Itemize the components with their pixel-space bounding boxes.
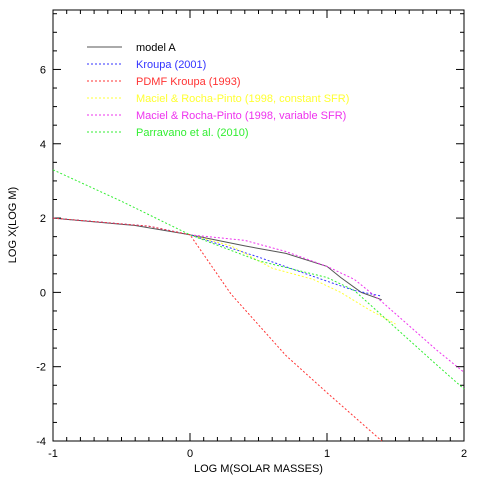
series-line-model-a xyxy=(52,217,382,301)
legend-label-parravano-et-al-2010: Parravano et al. (2010) xyxy=(136,127,249,139)
legend-label-maciel-rocha-pinto-1998-variable-sfr: Maciel & Rocha-Pinto (1998, variable SFR… xyxy=(136,110,346,122)
x-tick-label: 1 xyxy=(324,448,330,460)
x-tick-label: 0 xyxy=(187,448,193,460)
series-line-pdmf-kroupa-1993 xyxy=(52,217,383,442)
y-tick-label: 6 xyxy=(40,64,46,76)
y-tick-label: -2 xyxy=(36,362,46,374)
plot-frame xyxy=(52,9,465,442)
y-tick-label: -4 xyxy=(36,436,46,448)
y-tick-label: 2 xyxy=(40,213,46,225)
axis-tick-labels: -1 0 1 2 -4 -2 0 2 4 6 xyxy=(36,64,467,460)
x-tick-label: 2 xyxy=(461,448,467,460)
series-line-maciel-rocha-pinto-1998-variable-sfr xyxy=(189,234,465,373)
axis-ticks xyxy=(52,10,465,442)
legend-label-pdmf-kroupa-1993: PDMF Kroupa (1993) xyxy=(136,76,241,88)
y-axis-title: LOG X(LOG M) xyxy=(7,187,19,263)
y-tick-label: 0 xyxy=(40,287,46,299)
x-tick-label: -1 xyxy=(48,448,58,460)
legend: model A Kroupa (2001) PDMF Kroupa (1993) Ma… xyxy=(87,42,349,139)
series-line-kroupa-2001 xyxy=(52,217,382,297)
legend-label-model-a: model A xyxy=(136,42,176,54)
legend-label-maciel-rocha-pinto-1998-constant-sfr: Maciel & Rocha-Pinto (1998, constant SFR… xyxy=(136,93,349,105)
series-lines xyxy=(52,169,465,442)
x-axis-title: LOG M(SOLAR MASSES) xyxy=(194,463,323,475)
series-line-parravano-et-al-2010 xyxy=(52,169,465,390)
legend-label-kroupa-2001: Kroupa (2001) xyxy=(136,59,206,71)
y-tick-label: 4 xyxy=(40,139,46,151)
